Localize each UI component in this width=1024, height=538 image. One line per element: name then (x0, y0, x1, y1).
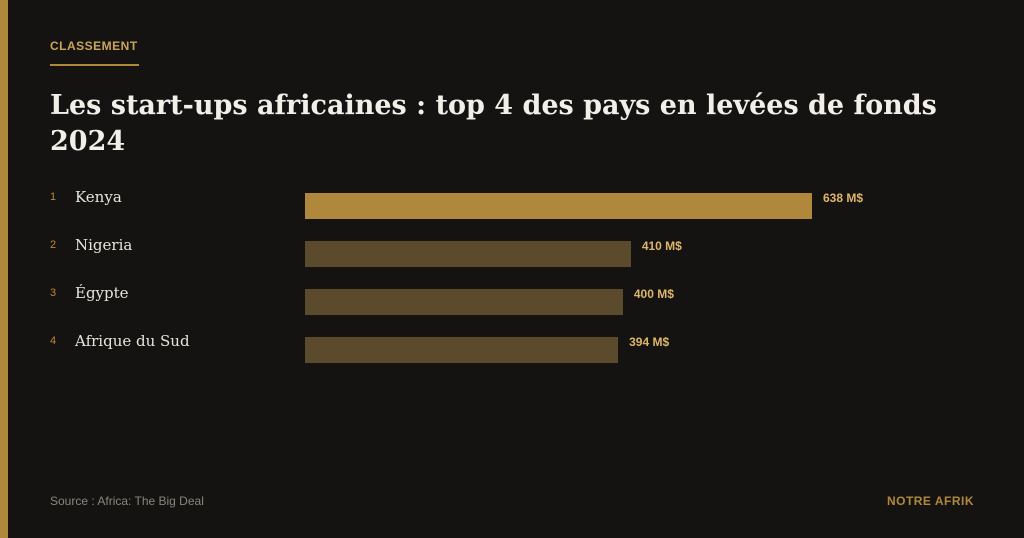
bar[interactable] (305, 289, 623, 315)
accent-bar (0, 0, 8, 538)
category-label: Nigeria (75, 236, 133, 254)
rank-number: 1 (50, 191, 57, 203)
brand-logo[interactable]: NOTRE AFRIK (886, 494, 974, 508)
bar[interactable] (305, 193, 812, 219)
chart-title: Les start-ups africaines : top 4 des pay… (50, 90, 937, 157)
rank-number: 2 (50, 239, 57, 251)
bar[interactable] (305, 241, 631, 267)
value-label: 638 M$ (823, 191, 864, 205)
value-label: 394 M$ (629, 335, 670, 349)
bar[interactable] (305, 337, 619, 363)
category-label: Égypte (75, 284, 129, 302)
kicker-underline (50, 64, 139, 66)
category-label: Kenya (75, 188, 122, 206)
value-label: 400 M$ (633, 287, 674, 301)
source-note: Source : Africa: The Big Deal (50, 494, 204, 508)
rank-number: 4 (50, 335, 57, 347)
category-label: Afrique du Sud (75, 332, 190, 350)
rank-number: 3 (50, 287, 57, 299)
section-kicker: CLASSEMENT (50, 39, 138, 53)
value-label: 410 M$ (641, 239, 682, 253)
